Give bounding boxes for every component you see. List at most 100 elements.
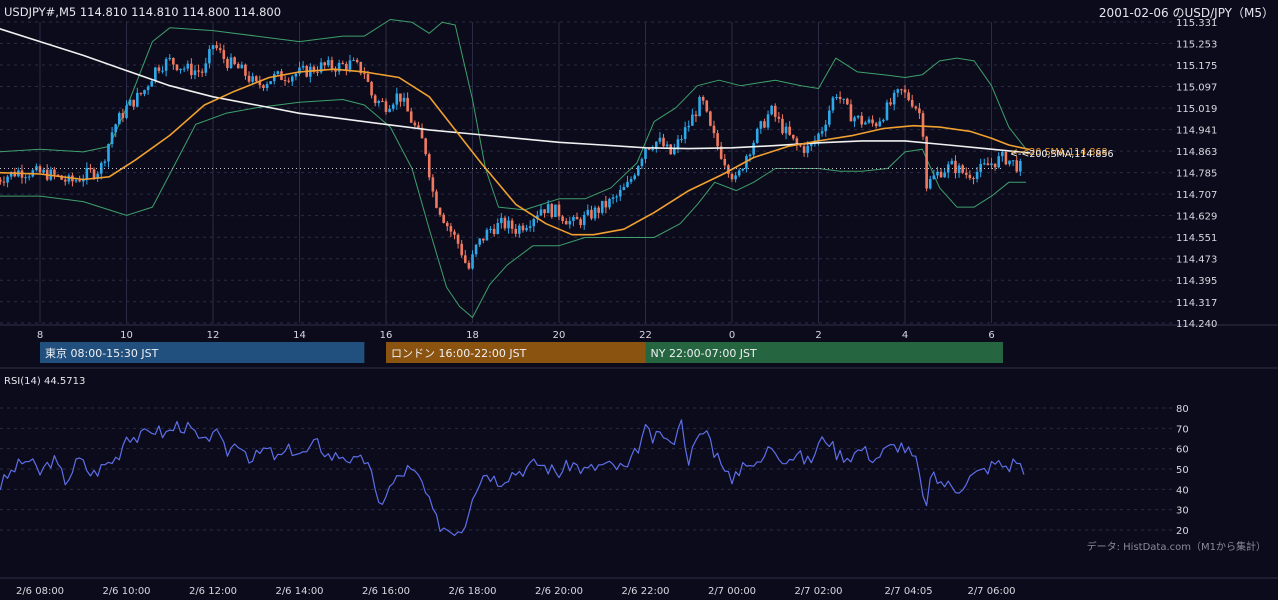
candle-body bbox=[550, 204, 554, 217]
candle-body bbox=[968, 174, 972, 179]
session-bar bbox=[645, 342, 1003, 363]
bollinger-bands bbox=[0, 19, 1027, 318]
candle bbox=[784, 122, 788, 140]
candle bbox=[853, 115, 856, 128]
candle bbox=[114, 123, 117, 138]
candle bbox=[463, 250, 467, 264]
candle bbox=[157, 64, 161, 74]
candle bbox=[435, 189, 438, 209]
candle-body bbox=[997, 156, 1001, 168]
candle bbox=[103, 159, 107, 167]
candle bbox=[691, 108, 694, 126]
candle-body bbox=[766, 114, 770, 128]
rsi-tick-label: 70 bbox=[1176, 424, 1189, 435]
candle bbox=[954, 155, 957, 179]
candle-body bbox=[687, 125, 691, 128]
candle bbox=[460, 240, 463, 258]
candle-body bbox=[438, 207, 442, 215]
candle bbox=[982, 158, 986, 166]
candle-body bbox=[63, 179, 67, 182]
candle-body bbox=[554, 204, 557, 217]
candle-body bbox=[337, 62, 341, 72]
candle-body bbox=[128, 99, 132, 106]
candle bbox=[1001, 150, 1004, 162]
price-tick-label: 114.551 bbox=[1176, 233, 1217, 244]
candle-body bbox=[453, 231, 456, 235]
candle-body bbox=[647, 148, 651, 150]
rsi-tick-label: 60 bbox=[1176, 445, 1189, 456]
hour-tick-label: 2 bbox=[815, 330, 821, 341]
candle-body bbox=[247, 75, 251, 82]
candle-body bbox=[770, 105, 773, 115]
candle-body bbox=[763, 121, 766, 128]
candle bbox=[0, 176, 2, 185]
candle-body bbox=[745, 156, 748, 169]
session-label: ロンドン 16:00-22:00 JST bbox=[391, 347, 527, 360]
candle-body bbox=[835, 96, 838, 98]
candle-body bbox=[514, 228, 518, 234]
candle-body bbox=[53, 169, 56, 175]
candle-body bbox=[399, 93, 402, 102]
candle bbox=[298, 61, 301, 77]
hour-tick-label: 8 bbox=[37, 330, 43, 341]
candle bbox=[698, 95, 701, 117]
candle-body bbox=[9, 171, 13, 177]
candle-body bbox=[773, 105, 777, 117]
candle bbox=[218, 43, 222, 54]
candle-body bbox=[781, 118, 784, 134]
candle-body bbox=[914, 106, 918, 109]
candle bbox=[229, 53, 233, 69]
candle bbox=[680, 135, 683, 143]
candle-body bbox=[539, 209, 543, 216]
candle bbox=[262, 84, 265, 91]
candle-body bbox=[572, 216, 575, 221]
candle-body bbox=[215, 45, 218, 49]
candle-body bbox=[146, 86, 150, 91]
candle-body bbox=[954, 160, 957, 174]
candle bbox=[272, 71, 276, 85]
candle-body bbox=[345, 63, 348, 70]
candle bbox=[907, 89, 910, 102]
candle bbox=[568, 216, 572, 229]
candle-body bbox=[355, 60, 359, 62]
candle bbox=[363, 67, 366, 79]
candle bbox=[644, 147, 647, 164]
candle bbox=[474, 244, 478, 258]
candle bbox=[914, 105, 918, 111]
candle bbox=[878, 117, 882, 128]
candle-body bbox=[957, 165, 961, 174]
candle bbox=[864, 120, 867, 125]
candle-body bbox=[409, 111, 413, 123]
time-tick-label: 2/6 18:00 bbox=[448, 586, 496, 597]
candle bbox=[496, 218, 500, 235]
candle-body bbox=[615, 196, 618, 198]
candle-body bbox=[701, 96, 705, 101]
candle bbox=[543, 209, 546, 218]
candle-body bbox=[590, 209, 593, 219]
candle bbox=[856, 115, 860, 120]
time-tick-label: 2/6 08:00 bbox=[16, 586, 64, 597]
candle bbox=[788, 121, 791, 136]
candle bbox=[1015, 156, 1019, 173]
candle-body bbox=[172, 57, 175, 65]
candle-body bbox=[489, 228, 492, 230]
candle-body bbox=[1004, 151, 1008, 165]
candle bbox=[975, 166, 979, 183]
candle-body bbox=[197, 70, 200, 72]
candle bbox=[449, 222, 453, 237]
candle bbox=[972, 176, 975, 185]
rsi-tick-label: 80 bbox=[1176, 404, 1189, 415]
candle bbox=[301, 61, 305, 71]
candle bbox=[734, 172, 737, 183]
candle-body bbox=[0, 179, 2, 182]
candle bbox=[986, 157, 990, 166]
candle-body bbox=[500, 217, 503, 224]
candle bbox=[575, 212, 579, 220]
candle bbox=[485, 227, 489, 241]
hour-tick-label: 10 bbox=[120, 330, 133, 341]
price-tick-label: 114.317 bbox=[1176, 298, 1217, 309]
sma200-line bbox=[0, 28, 1031, 154]
candle bbox=[752, 140, 755, 159]
candle bbox=[701, 95, 705, 105]
candle-body bbox=[842, 98, 846, 100]
